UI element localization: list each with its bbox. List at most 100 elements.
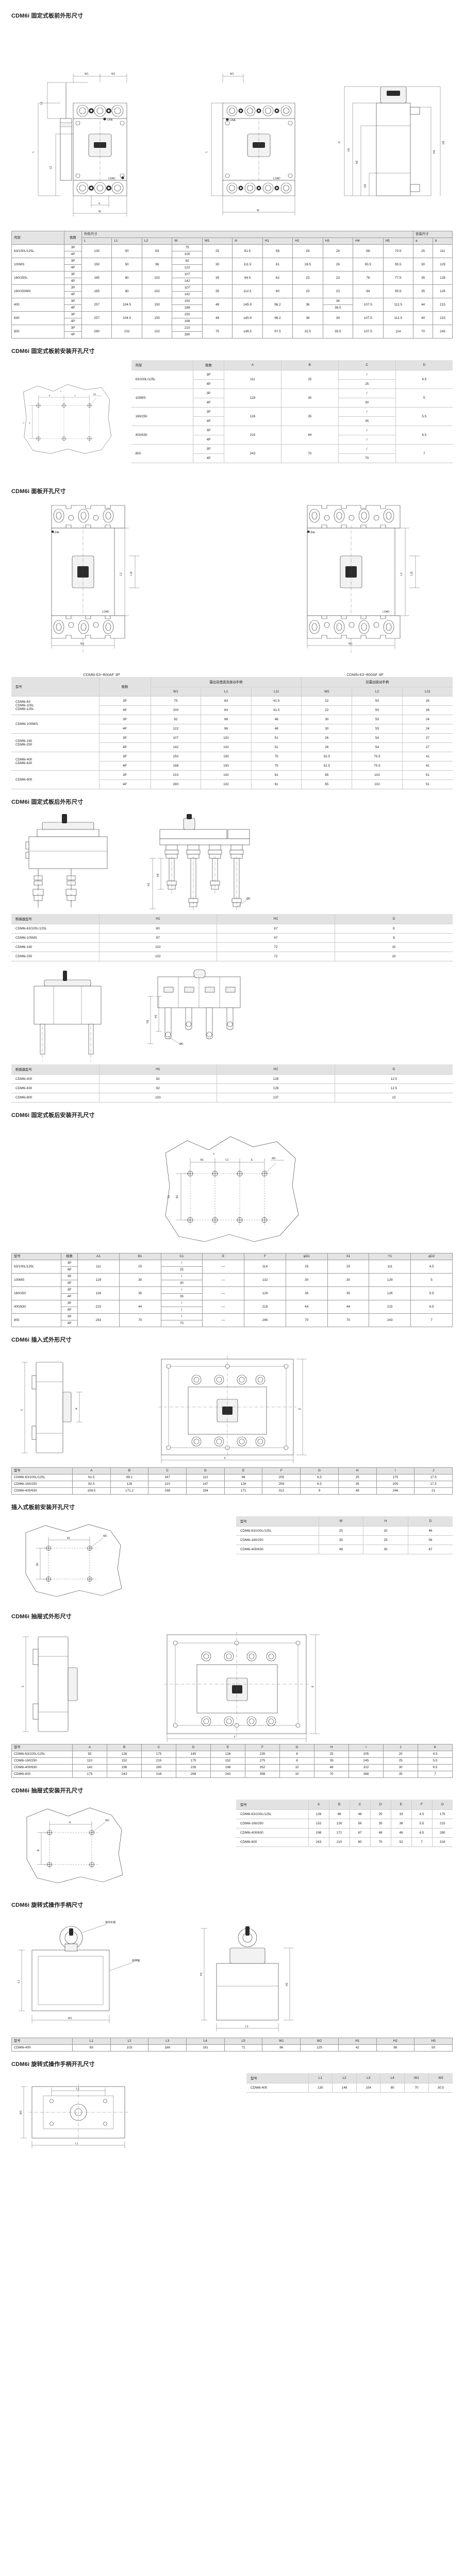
cell-poles: 3P	[98, 733, 151, 743]
cell-W2: 65	[301, 779, 352, 789]
th-C: C	[148, 1467, 187, 1475]
cell-L1: 150	[201, 752, 252, 761]
dim-w1-b: W1	[111, 73, 115, 76]
cell-H2: 128	[217, 1083, 335, 1093]
th-J: J	[383, 1744, 418, 1751]
cell-L11: 51	[251, 733, 302, 743]
cell-poles: 4P	[64, 264, 82, 272]
cell-H5: 112.5	[383, 311, 414, 325]
th-H: H	[314, 1744, 349, 1751]
cell-H2: 23	[292, 271, 323, 285]
table-row: 4P 30	[131, 398, 453, 408]
th-group-outline: 外形尺寸	[81, 231, 413, 238]
th-X1: X1	[327, 1253, 370, 1260]
cell-v5: 275	[245, 1757, 280, 1765]
cell-C1: 25	[160, 1266, 203, 1274]
section-panel-cutout: CDM6i 面板开孔尺寸 LINE	[11, 487, 453, 789]
th-L4: L4	[186, 2038, 225, 2045]
cell-C: /	[338, 444, 396, 454]
figure-front-outline: W1 W1 L1	[11, 25, 453, 231]
cell-v5: 352	[245, 1764, 280, 1771]
cell-poles: 3P	[98, 696, 151, 706]
section-title: CDM6i 面板开孔尺寸	[11, 488, 66, 495]
cell-v0: 243	[308, 1837, 329, 1847]
table-row: 63/100L/125L 3P 111 25/4.5	[131, 370, 453, 389]
dim-c: C	[22, 1685, 25, 1687]
th-G: G	[432, 1800, 453, 1810]
th-col-H5: H5	[383, 238, 414, 245]
cell-C: 25	[338, 379, 396, 389]
cell-v5: 398	[245, 1771, 280, 1778]
cell-v8: 368	[349, 1771, 384, 1778]
cell-poles: 3P	[98, 715, 151, 724]
cell-H2: 36	[292, 298, 323, 312]
cell-L1: 83	[201, 705, 252, 715]
cell-W1: 35	[202, 271, 233, 285]
cell-H1: 56	[262, 244, 293, 258]
table-row: CDM6i-63 CDM6i-100L CDM6i-125L 3P 75 83 41.5 22…	[11, 696, 453, 715]
cell-v10: 4.5	[418, 1751, 453, 1758]
cell-W: 122	[172, 264, 203, 272]
dim-l1: L1	[120, 572, 123, 575]
cell-L21: 41	[402, 761, 453, 771]
cell-C1: /	[160, 1286, 203, 1294]
cell-v3: 268	[176, 1771, 211, 1778]
cell-v0: 108.5	[72, 1487, 111, 1495]
table-plugin-outline: 型号 A B C D E F G H I J CDM6i-63/100L/125…	[11, 1467, 453, 1495]
th-group1: 露出前面盖及拨动手柄	[150, 677, 302, 687]
cell-D: 46	[407, 1526, 453, 1536]
cell-D2: 7	[410, 1313, 453, 1327]
table-row: 4P 30	[12, 1280, 453, 1287]
cell-W1: 35	[202, 284, 233, 298]
cell-D1: 35	[285, 1286, 328, 1300]
cell-H: 145.9	[232, 311, 263, 325]
th-col-W1: W1	[202, 238, 233, 245]
cell-v1: 243	[107, 1771, 142, 1778]
cell-poles: 3P	[193, 426, 224, 435]
table-row: CDM6i-400/630 198 171 67 48 46 6.5 280	[236, 1828, 453, 1838]
cell-v3: 48	[370, 1828, 391, 1838]
cell-H3: 24	[322, 244, 354, 258]
cell-v1: 210	[328, 1837, 350, 1847]
cell-B1: 44	[119, 1300, 161, 1314]
cell-L21: 27	[402, 742, 453, 752]
th-H3: H3	[414, 2038, 453, 2045]
cell-L1: 80	[111, 271, 142, 285]
th-E: E	[390, 1800, 411, 1810]
cell-v7: 48	[338, 1487, 377, 1495]
cell-H: 30	[363, 1545, 408, 1554]
drawing-front-hole-pattern: B C Y ΦD A X	[23, 384, 111, 454]
cell-Y1: 111	[369, 1260, 411, 1274]
dim-b: B	[37, 1849, 40, 1851]
cell-v4: 126	[224, 1481, 263, 1488]
cell-v6: 8	[279, 1751, 314, 1758]
th-model: 型号	[236, 1800, 308, 1810]
cell-v3: 147	[186, 1481, 225, 1488]
table-row: 100MS 3P 129 30/—132 30 30 129 5	[11, 1273, 453, 1287]
label-load: LOAD	[108, 177, 115, 180]
th-B: B	[107, 1744, 142, 1751]
dim-c1: C1	[225, 1159, 229, 1162]
dim-h1: H1	[147, 883, 151, 886]
cell-F: 246	[244, 1313, 286, 1327]
section-title: CDM6i 固定式板后外形尺寸	[11, 799, 84, 805]
cell-b: 126	[433, 271, 453, 285]
cell-v5: 5.5	[411, 1819, 432, 1828]
table-row: 4P /	[131, 435, 453, 445]
th-model: 型号	[236, 1516, 319, 1527]
th-H1: H1	[98, 1064, 217, 1075]
cell-v0: 82.5	[72, 1481, 111, 1488]
table-row: 800 3P 243 70/7	[131, 444, 453, 463]
cell-v4: 52	[390, 1837, 411, 1847]
cell-L1: 150	[201, 761, 252, 771]
cell-C1: 70	[160, 1320, 203, 1327]
drawing-rotary-cutout: L1 W1 L3	[20, 2083, 128, 2148]
cell-Y1: 243	[369, 1313, 411, 1327]
cell-L2: 150	[141, 311, 173, 325]
cell-L21: 27	[402, 733, 453, 743]
cell-D: 7	[395, 444, 453, 463]
table-row: CDM6i-63/100L/125L 80 67 8	[11, 924, 453, 934]
cell-L2: 96	[141, 258, 173, 272]
label-load: LOAD	[383, 611, 390, 614]
cell-v4: 33	[390, 1809, 411, 1819]
